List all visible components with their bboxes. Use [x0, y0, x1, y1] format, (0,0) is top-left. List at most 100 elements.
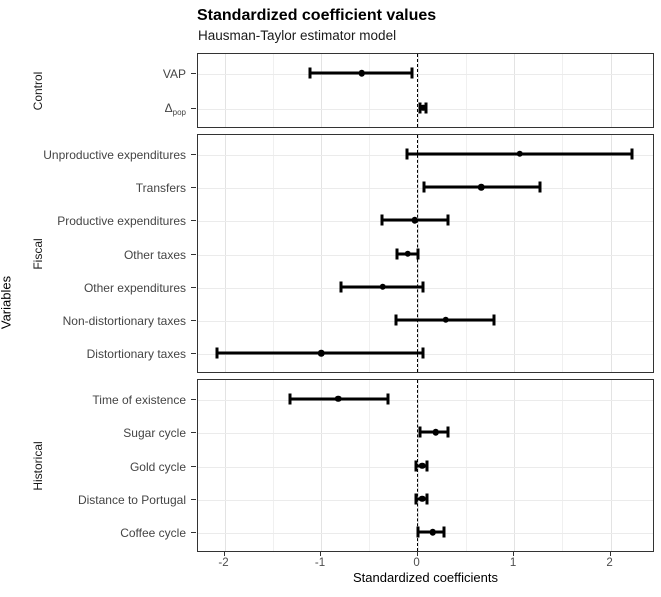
error-bar-cap — [425, 460, 429, 471]
point-estimate — [419, 462, 426, 469]
gridline-minor — [562, 380, 564, 551]
error-bar-cap — [308, 67, 312, 79]
x-tick — [609, 552, 611, 556]
zero-reference-line — [416, 54, 418, 127]
error-bar-cap — [386, 393, 390, 405]
gridline-row — [198, 154, 653, 156]
y-tick — [191, 286, 196, 288]
gridline-major — [224, 54, 226, 127]
gridline-row — [198, 74, 653, 76]
row-label: Productive expenditures — [57, 214, 186, 229]
gridline-major — [224, 135, 226, 372]
gridline-minor — [369, 135, 371, 372]
gridline-minor — [562, 54, 564, 127]
error-bar-cap — [414, 493, 418, 505]
gridline-minor — [465, 135, 467, 372]
x-tick-label: -2 — [218, 557, 229, 569]
row-label: Sugar cycle — [123, 426, 186, 441]
gridline-major — [514, 380, 516, 551]
gridline-major — [610, 135, 612, 372]
row-label: Other taxes — [123, 247, 186, 262]
error-bar-cap — [395, 248, 399, 259]
point-estimate — [420, 104, 427, 111]
gridline-minor — [562, 135, 564, 372]
gridline-minor — [272, 380, 274, 551]
gridline-row — [198, 254, 653, 256]
row-label: Unproductive expenditures — [43, 147, 186, 162]
error-bar-cap — [442, 526, 446, 538]
error-bar-cap — [414, 460, 418, 471]
row-label: Distortionary taxes — [86, 347, 186, 362]
point-estimate — [411, 217, 418, 224]
point-estimate — [317, 349, 325, 357]
error-bar-cap — [492, 314, 496, 326]
error-bar-cap — [394, 314, 398, 326]
y-tick — [191, 353, 196, 355]
gridline-row — [198, 433, 653, 435]
gridline-major — [321, 54, 323, 127]
row-label: Distance to Portugal — [77, 492, 186, 507]
point-estimate — [335, 395, 342, 403]
gridline-row — [198, 221, 653, 223]
panel-historical — [197, 379, 654, 552]
error-bar-cap — [339, 281, 343, 293]
y-tick — [191, 73, 196, 75]
error-bar-cap — [416, 248, 420, 259]
y-tick — [191, 465, 196, 467]
row-label: Non-distortionary taxes — [62, 313, 186, 328]
point-estimate — [379, 283, 387, 290]
point-estimate — [432, 428, 440, 436]
error-bar-cap — [422, 181, 426, 193]
gridline-major — [514, 135, 516, 372]
gridline-minor — [272, 135, 274, 372]
error-bar-cap — [446, 214, 450, 226]
gridline-minor — [369, 54, 371, 127]
gridline-major — [321, 380, 323, 551]
gridline-row — [198, 320, 653, 322]
error-bar-cap — [418, 426, 422, 438]
gridline-row — [198, 533, 653, 535]
row-label: VAP — [162, 67, 186, 82]
y-tick — [191, 187, 196, 189]
x-tick-label: 0 — [413, 557, 420, 569]
x-tick-label: 1 — [509, 557, 517, 569]
point-estimate — [419, 495, 426, 503]
gridline-minor — [369, 380, 371, 551]
gridline-minor — [272, 54, 274, 127]
point-estimate — [477, 183, 485, 191]
error-bar-cap — [446, 426, 450, 438]
error-bar-cap — [405, 148, 409, 160]
plot-subtitle: Hausman-Taylor estimator model — [198, 28, 397, 43]
gridline-row — [198, 354, 653, 356]
gridline-major — [610, 54, 612, 127]
error-bar-cap — [421, 281, 425, 293]
gridline-row — [198, 287, 653, 289]
error-bar-cap — [215, 347, 219, 359]
x-tick-label: -1 — [314, 557, 326, 569]
row-label: Transfers — [135, 181, 186, 196]
error-bar-cap — [416, 526, 420, 538]
y-tick — [191, 107, 196, 109]
row-label: Time of existence — [92, 392, 186, 407]
y-tick — [191, 253, 196, 255]
gridline-major — [224, 380, 226, 551]
gridline-major — [321, 135, 323, 372]
error-bar-cap — [288, 393, 292, 405]
gridline-major — [417, 54, 419, 127]
row-label: Δpop — [164, 100, 186, 117]
gridline-major — [610, 380, 612, 551]
plot-title: Standardized coefficient values — [197, 7, 437, 24]
row-label: Coffee cycle — [120, 526, 186, 541]
error-bar-cap — [380, 214, 384, 226]
row-label: Gold cycle — [129, 459, 186, 474]
error-bar-cap — [425, 493, 429, 505]
row-label: Other expenditures — [83, 280, 186, 295]
panel-control — [197, 53, 654, 128]
error-bar-cap — [410, 67, 414, 79]
gridline-major — [514, 54, 516, 127]
y-tick — [191, 220, 196, 222]
x-axis-title: Standardized coefficients — [352, 570, 499, 585]
point-estimate — [358, 70, 365, 77]
x-tick — [320, 552, 322, 556]
